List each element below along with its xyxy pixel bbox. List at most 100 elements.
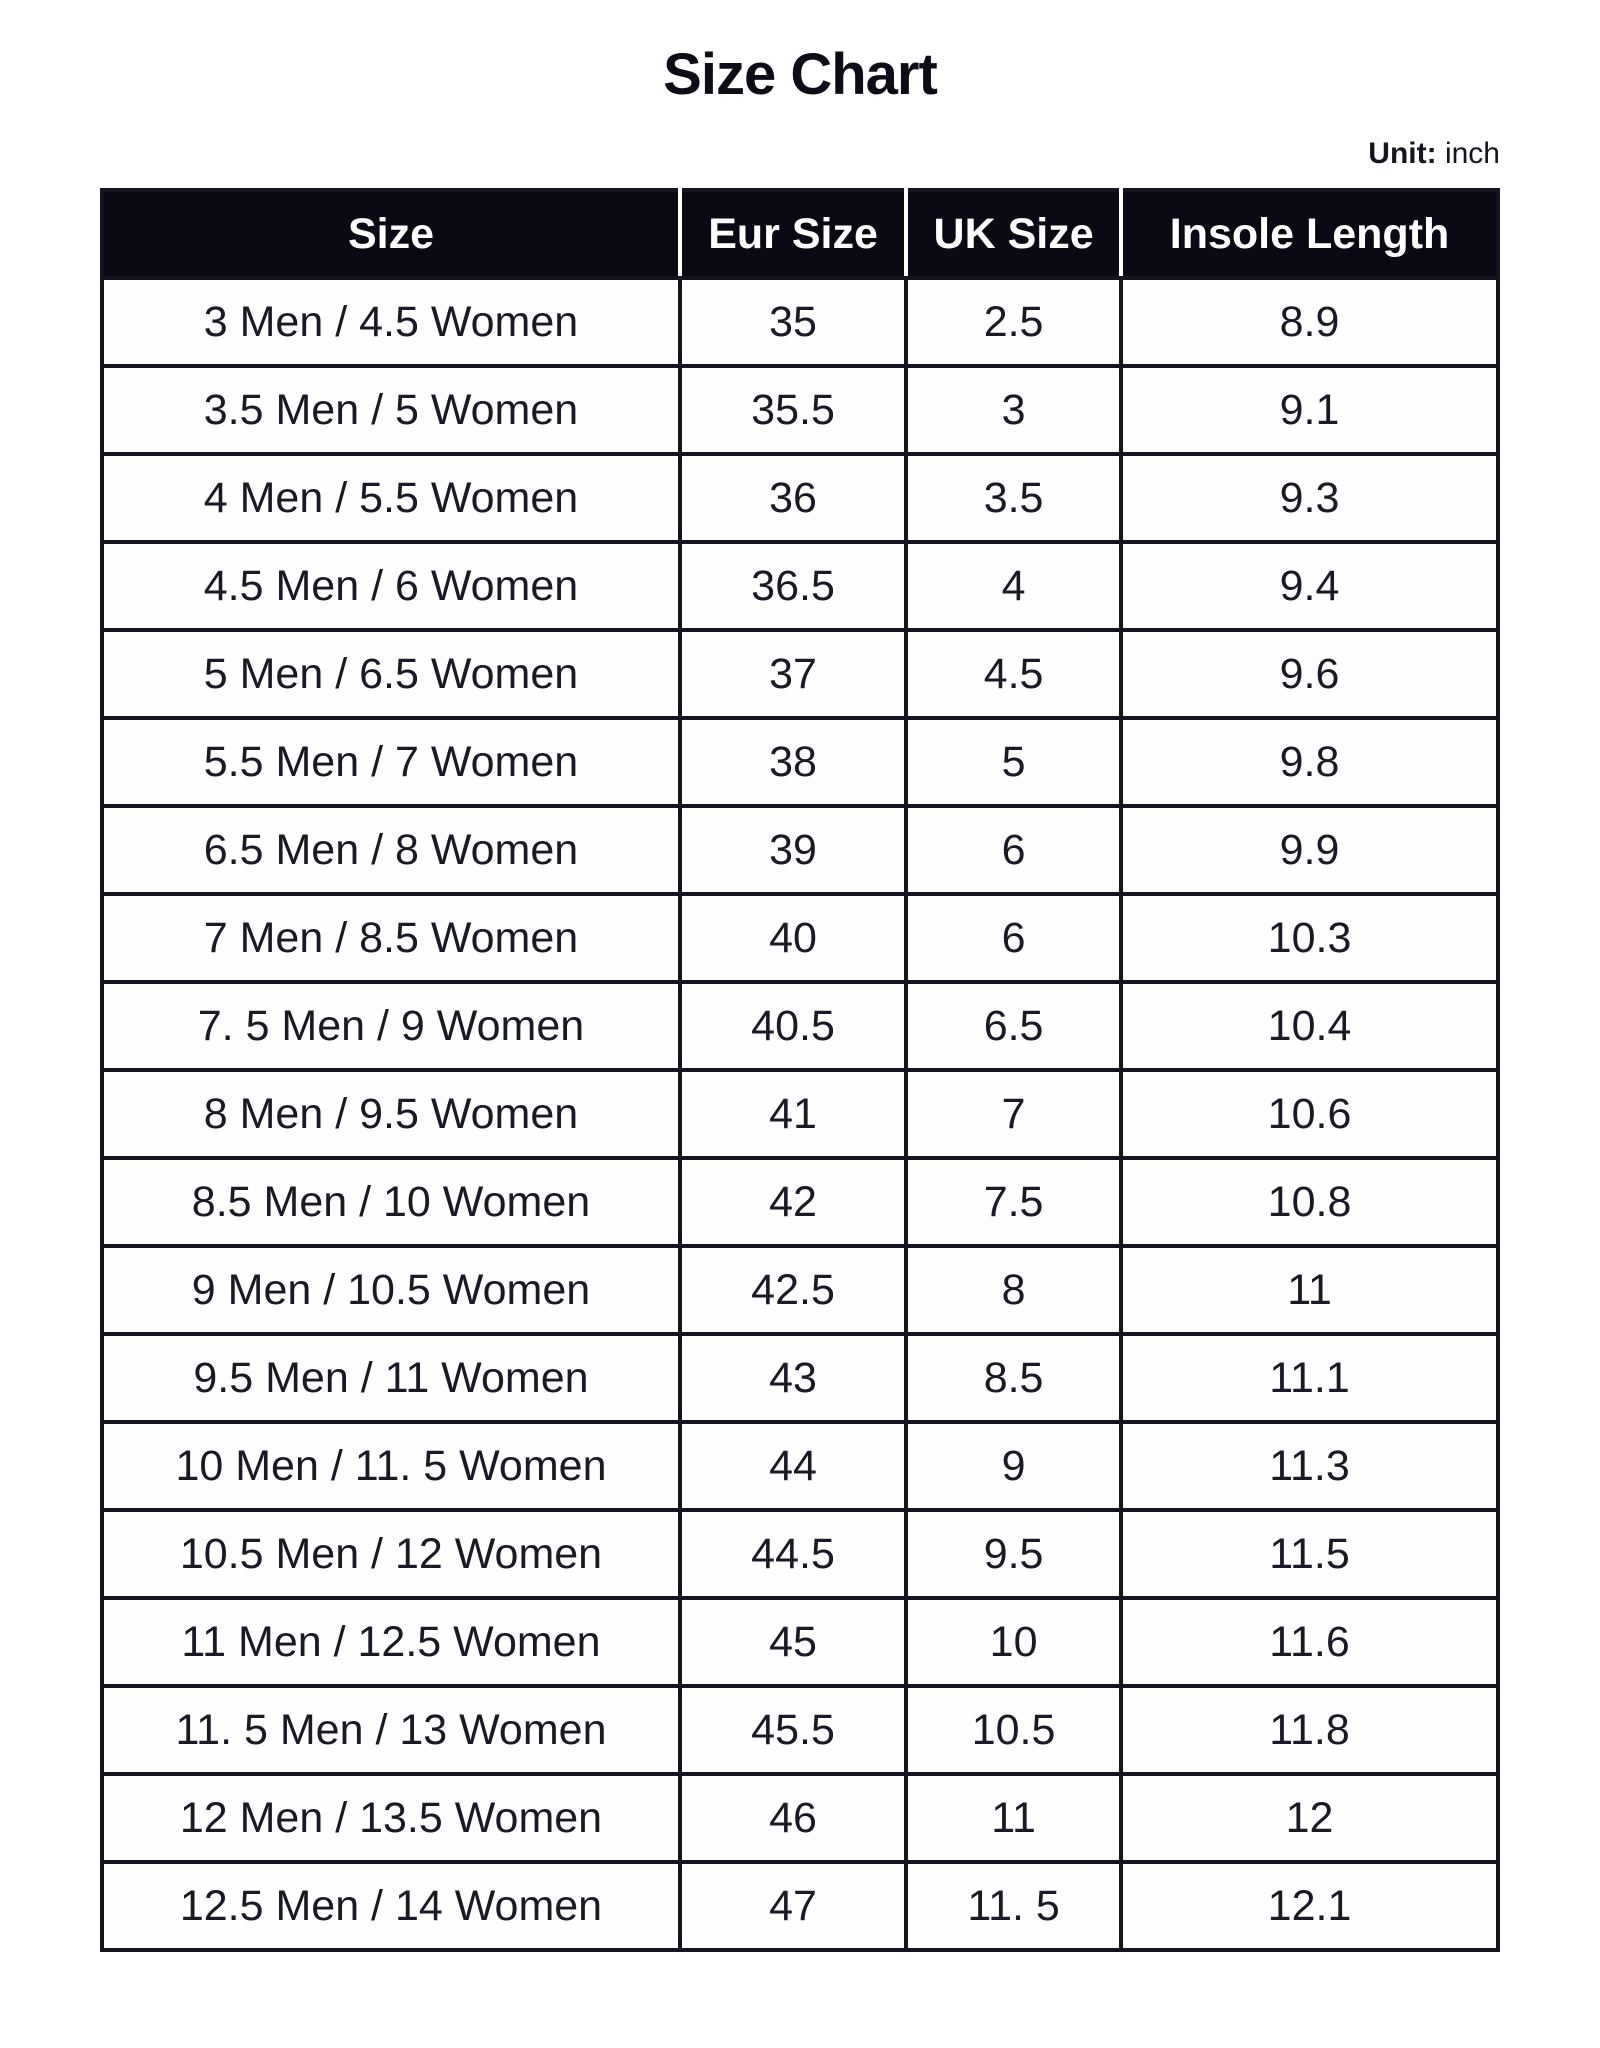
table-header-row: Size Eur Size UK Size Insole Length: [100, 188, 1500, 280]
table-cell: 43: [677, 1332, 909, 1424]
table-cell: 37: [677, 628, 909, 720]
table-cell: 8 Men / 9.5 Women: [100, 1068, 682, 1160]
table-row: 8 Men / 9.5 Women 41 7 10.6: [100, 1068, 1500, 1160]
table-row: 9 Men / 10.5 Women 42.5 8 11: [100, 1244, 1500, 1336]
table-cell: 6.5 Men / 8 Women: [100, 804, 682, 896]
table-cell: 40: [677, 892, 909, 984]
table-cell: 9.3: [1119, 452, 1500, 544]
table-cell: 44.5: [677, 1508, 909, 1600]
table-cell: 42: [677, 1156, 909, 1248]
table-cell: 47: [677, 1860, 909, 1952]
table-cell: 11.8: [1119, 1684, 1500, 1776]
table-row: 8.5 Men / 10 Women 42 7.5 10.8: [100, 1156, 1500, 1248]
table-cell: 45: [677, 1596, 909, 1688]
table-cell: 9.1: [1119, 364, 1500, 456]
table-cell: 4.5: [904, 628, 1124, 720]
table-cell: 11.6: [1119, 1596, 1500, 1688]
table-row: 11 Men / 12.5 Women 45 10 11.6: [100, 1596, 1500, 1688]
table-body: 3 Men / 4.5 Women 35 2.5 8.9 3.5 Men / 5 Wom…: [100, 276, 1500, 1952]
table-cell: 9.4: [1119, 540, 1500, 632]
table-row: 10.5 Men / 12 Women 44.5 9.5 11.5: [100, 1508, 1500, 1600]
table-row: 9.5 Men / 11 Women 43 8.5 11.1: [100, 1332, 1500, 1424]
table-cell: 6.5: [904, 980, 1124, 1072]
table-cell: 5 Men / 6.5 Women: [100, 628, 682, 720]
table-cell: 2.5: [904, 276, 1124, 368]
table-cell: 9.5: [904, 1508, 1124, 1600]
table-cell: 10.5 Men / 12 Women: [100, 1508, 682, 1600]
table-row: 5.5 Men / 7 Women 38 5 9.8: [100, 716, 1500, 808]
table-cell: 36.5: [677, 540, 909, 632]
table-cell: 11.5: [1119, 1508, 1500, 1600]
table-cell: 35: [677, 276, 909, 368]
page-title: Size Chart: [663, 42, 938, 107]
table-cell: 11. 5: [904, 1860, 1124, 1952]
table-cell: 9.8: [1119, 716, 1500, 808]
table-cell: 12.1: [1119, 1860, 1500, 1952]
unit-value: inch: [1444, 137, 1500, 170]
table-cell: 12: [1119, 1772, 1500, 1864]
table-cell: 40.5: [677, 980, 909, 1072]
table-cell: 10.8: [1119, 1156, 1500, 1248]
table-row: 3.5 Men / 5 Women 35.5 3 9.1: [100, 364, 1500, 456]
table-row: 11. 5 Men / 13 Women 45.5 10.5 11.8: [100, 1684, 1500, 1776]
table-cell: 8.9: [1119, 276, 1500, 368]
table-cell: 39: [677, 804, 909, 896]
table-row: 7 Men / 8.5 Women 40 6 10.3: [100, 892, 1500, 984]
table-cell: 9.6: [1119, 628, 1500, 720]
table-header: Size Eur Size UK Size Insole Length: [100, 188, 1500, 280]
table-row: 12.5 Men / 14 Women 47 11. 5 12.1: [100, 1860, 1500, 1952]
column-header-insole-length: Insole Length: [1119, 188, 1500, 280]
table-cell: 10.5: [904, 1684, 1124, 1776]
table-cell: 9.5 Men / 11 Women: [100, 1332, 682, 1424]
column-header-eur-size: Eur Size: [677, 188, 909, 280]
table-cell: 38: [677, 716, 909, 808]
table-cell: 8.5 Men / 10 Women: [100, 1156, 682, 1248]
table-cell: 4 Men / 5.5 Women: [100, 452, 682, 544]
table-cell: 6: [904, 892, 1124, 984]
table-cell: 46: [677, 1772, 909, 1864]
table-cell: 7. 5 Men / 9 Women: [100, 980, 682, 1072]
table-cell: 10: [904, 1596, 1124, 1688]
table-cell: 42.5: [677, 1244, 909, 1336]
table-cell: 10.4: [1119, 980, 1500, 1072]
table-row: 5 Men / 6.5 Women 37 4.5 9.6: [100, 628, 1500, 720]
table-cell: 11.3: [1119, 1420, 1500, 1512]
table-cell: 9 Men / 10.5 Women: [100, 1244, 682, 1336]
table-cell: 11.1: [1119, 1332, 1500, 1424]
table-row: 4 Men / 5.5 Women 36 3.5 9.3: [100, 452, 1500, 544]
unit-label: Unit:: [1368, 137, 1437, 170]
table-cell: 10.6: [1119, 1068, 1500, 1160]
table-cell: 41: [677, 1068, 909, 1160]
table-cell: 7: [904, 1068, 1124, 1160]
table-cell: 4.5 Men / 6 Women: [100, 540, 682, 632]
table-cell: 12 Men / 13.5 Women: [100, 1772, 682, 1864]
table-cell: 9.9: [1119, 804, 1500, 896]
table-cell: 11. 5 Men / 13 Women: [100, 1684, 682, 1776]
table-row: 10 Men / 11. 5 Women 44 9 11.3: [100, 1420, 1500, 1512]
table-cell: 45.5: [677, 1684, 909, 1776]
table-cell: 8.5: [904, 1332, 1124, 1424]
table-cell: 3: [904, 364, 1124, 456]
table-cell: 5.5 Men / 7 Women: [100, 716, 682, 808]
table-cell: 6: [904, 804, 1124, 896]
table-cell: 44: [677, 1420, 909, 1512]
table-cell: 3 Men / 4.5 Women: [100, 276, 682, 368]
table-cell: 3.5 Men / 5 Women: [100, 364, 682, 456]
table-row: 7. 5 Men / 9 Women 40.5 6.5 10.4: [100, 980, 1500, 1072]
table-cell: 9: [904, 1420, 1124, 1512]
table-cell: 4: [904, 540, 1124, 632]
table-cell: 8: [904, 1244, 1124, 1336]
table-cell: 10.3: [1119, 892, 1500, 984]
table-cell: 7.5: [904, 1156, 1124, 1248]
table-cell: 11: [1119, 1244, 1500, 1336]
table-cell: 10 Men / 11. 5 Women: [100, 1420, 682, 1512]
table-cell: 7 Men / 8.5 Women: [100, 892, 682, 984]
table-row: 12 Men / 13.5 Women 46 11 12: [100, 1772, 1500, 1864]
table-cell: 11 Men / 12.5 Women: [100, 1596, 682, 1688]
table-cell: 36: [677, 452, 909, 544]
table-row: 4.5 Men / 6 Women 36.5 4 9.4: [100, 540, 1500, 632]
table-cell: 12.5 Men / 14 Women: [100, 1860, 682, 1952]
table-row: 3 Men / 4.5 Women 35 2.5 8.9: [100, 276, 1500, 368]
table-cell: 35.5: [677, 364, 909, 456]
